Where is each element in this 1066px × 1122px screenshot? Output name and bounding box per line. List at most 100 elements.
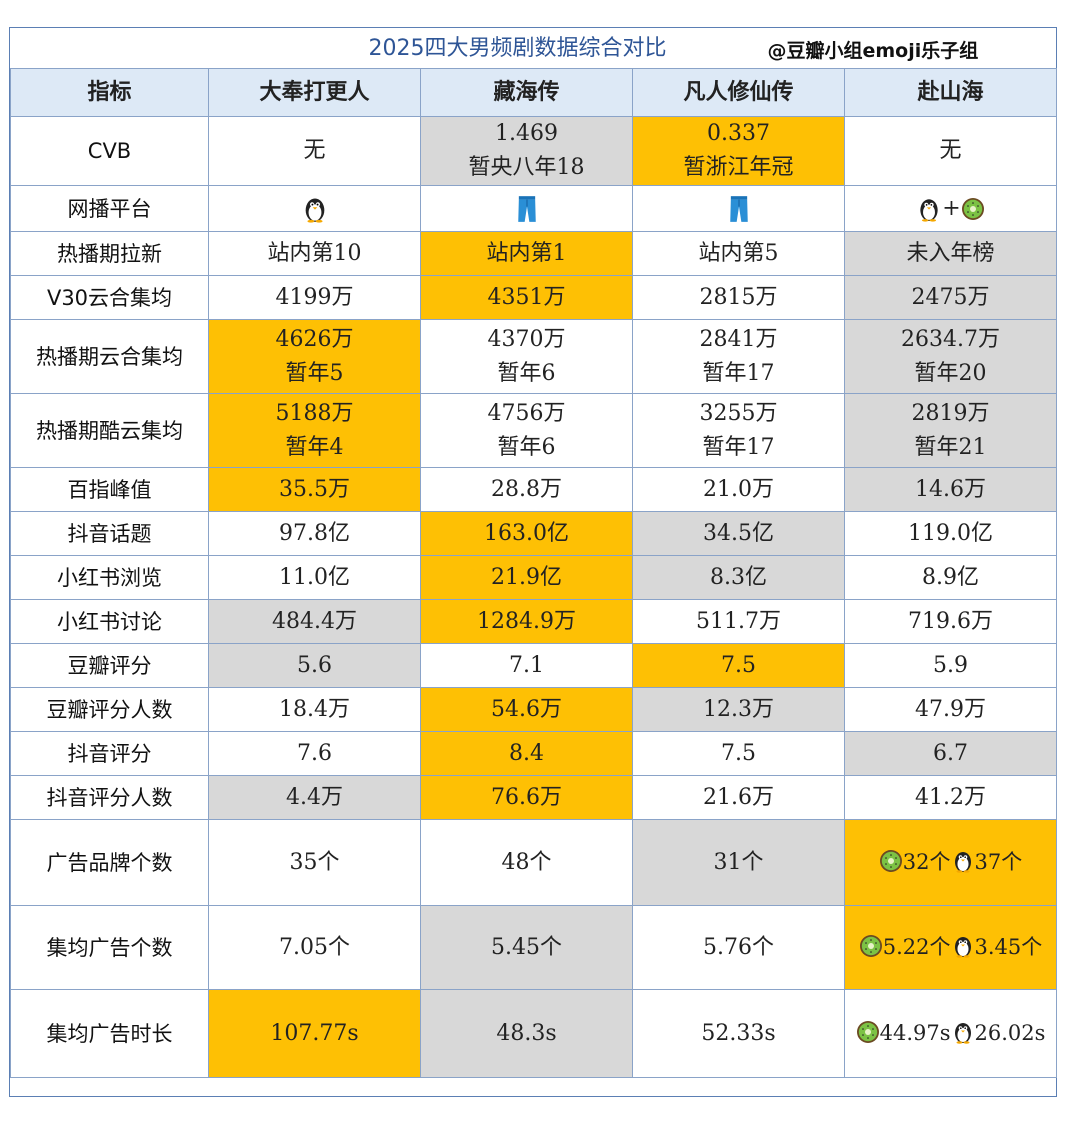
cell-value: 163.0亿 [484, 520, 569, 546]
cell-value: 1.469 [495, 121, 558, 146]
row-label: 热播期拉新 [10, 231, 209, 276]
value-cell-fanren: 5.76个 [632, 905, 845, 990]
value-cell-dafeng: 107.77s [208, 989, 421, 1078]
cell-value: 54.6万 [491, 696, 562, 722]
cell-value: 无 [303, 138, 326, 163]
kiwi-value: 32个 [902, 850, 951, 874]
cell-rank: 暂央八年18 [468, 155, 585, 180]
value-cell-fushanhai: 2634.7万 暂年20 [844, 319, 1057, 394]
value-cell-canghai: 76.6万 [420, 775, 633, 820]
value-cell-dafeng: 484.4万 [208, 599, 421, 644]
value-cell-canghai: 48个 [420, 819, 633, 906]
row-label: 豆瓣评分人数 [10, 687, 209, 732]
value-cell-dafeng: 5.6 [208, 643, 421, 688]
header-cell-metric: 指标 [10, 68, 209, 117]
value-cell-fushanhai: + [844, 185, 1057, 232]
table-row: 小红书讨论 484.4万 1284.9万 511.7万 719.6万 [10, 599, 1057, 644]
value-cell-dafeng: 4626万暂年5 [208, 319, 421, 394]
cell-value: 11.0亿 [279, 564, 350, 590]
cell-value: 76.6万 [491, 784, 562, 810]
cell-value: 97.8亿 [279, 520, 350, 546]
row-label: 热播期酷云集均 [10, 393, 209, 468]
value-cell-dafeng: 7.05个 [208, 905, 421, 990]
cell-value: 47.9万 [915, 696, 986, 722]
row-label: 集均广告个数 [10, 905, 209, 990]
cell-value: 5.9 [933, 652, 968, 678]
row-label: 抖音话题 [10, 511, 209, 556]
value-cell-fanren: 34.5亿 [632, 511, 845, 556]
value-cell-canghai: 21.9亿 [420, 555, 633, 600]
table-row: 广告品牌个数 35个 48个 31个 32个 37个 [10, 819, 1057, 906]
table-row: 抖音评分 7.6 8.4 7.5 6.7 [10, 731, 1057, 776]
split-value: 44.97s 26.02s [856, 1021, 1045, 1045]
kiwi-value: 5.22个 [882, 935, 951, 959]
value-cell-fushanhai: 2819万 暂年21 [844, 393, 1057, 468]
comparison-table: 2025四大男频剧数据综合对比 @豆瓣小组emoji乐子组 指标 大奉打更人 藏… [10, 28, 1057, 1078]
value-cell-dafeng: 18.4万 [208, 687, 421, 732]
value-cell-canghai: 28.8万 [420, 467, 633, 512]
cell-value: 4199万 [275, 284, 354, 310]
cell-value: 7.6 [297, 740, 332, 766]
cell-rank: 暂年5 [285, 360, 344, 386]
value-cell-canghai: 1.469 暂央八年18 [420, 116, 633, 186]
table-row: 百指峰值 35.5万 28.8万 21.0万 14.6万 [10, 467, 1057, 512]
value-cell-canghai: 7.1 [420, 643, 633, 688]
cell-value: 4.4万 [286, 784, 343, 810]
value-cell-fanren: 12.3万 [632, 687, 845, 732]
cell-value: 7.5 [721, 740, 756, 766]
table-row: 热播期拉新 站内第10 站内第1 站内第5 未入年榜 [10, 231, 1057, 276]
value-cell-dafeng: 97.8亿 [208, 511, 421, 556]
row-label: 广告品牌个数 [10, 819, 209, 906]
cell-rank: 暂年17 [702, 360, 775, 386]
value-cell-fanren: 8.3亿 [632, 555, 845, 600]
penguin-icon [954, 937, 971, 958]
value-cell-fushanhai: 119.0亿 [844, 511, 1057, 556]
cell-rank: 暂浙江年冠 [683, 155, 794, 180]
cell-value: 52.33s [701, 1020, 776, 1046]
value-cell-dafeng: 7.6 [208, 731, 421, 776]
row-label: 小红书讨论 [10, 599, 209, 644]
value-cell-dafeng: 无 [208, 116, 421, 186]
penguin-icon [954, 852, 971, 873]
cell-value: 8.9亿 [922, 564, 979, 590]
cell-value: 4626万 [275, 326, 354, 352]
value-cell-fushanhai: 47.9万 [844, 687, 1057, 732]
split-value: 32个 37个 [879, 850, 1022, 874]
value-cell-dafeng: 35个 [208, 819, 421, 906]
kiwi-icon [961, 197, 984, 220]
cell-value: 7.5 [721, 652, 756, 678]
value-cell-canghai: 站内第1 [420, 231, 633, 276]
row-label: V30云合集均 [10, 275, 209, 320]
table-row: 抖音评分人数 4.4万 76.6万 21.6万 41.2万 [10, 775, 1057, 820]
cell-value: 5188万 [275, 400, 354, 426]
value-cell-fushanhai: 32个 37个 [844, 819, 1057, 906]
cell-value: 7.05个 [279, 934, 350, 960]
cell-value: 1284.9万 [477, 608, 576, 634]
value-cell-dafeng: 35.5万 [208, 467, 421, 512]
value-cell-fanren: 站内第5 [632, 231, 845, 276]
cell-value: 站内第10 [267, 240, 362, 266]
cell-rank: 暂年4 [285, 434, 344, 460]
cell-value: 8.3亿 [710, 564, 767, 590]
cell-value: 8.4 [509, 740, 544, 766]
cell-value: 48个 [501, 849, 552, 875]
row-label: 热播期云合集均 [10, 319, 209, 394]
cell-value: 2819万 [911, 400, 990, 426]
jeans-icon [517, 195, 536, 222]
plus-sign: + [942, 195, 961, 221]
cell-rank: 暂年17 [702, 434, 775, 460]
title-row: 2025四大男频剧数据综合对比 @豆瓣小组emoji乐子组 [10, 28, 1057, 69]
value-cell-fanren: 21.0万 [632, 467, 845, 512]
cell-value: 2475万 [911, 284, 990, 310]
value-cell-dafeng [208, 185, 421, 232]
cell-rank: 暂年6 [497, 434, 556, 460]
jeans-icon [729, 195, 748, 222]
cell-value: 4351万 [487, 284, 566, 310]
cell-value: 31个 [713, 849, 764, 875]
value-cell-fanren: 511.7万 [632, 599, 845, 644]
value-cell-dafeng: 4199万 [208, 275, 421, 320]
table-row: 豆瓣评分 5.6 7.1 7.5 5.9 [10, 643, 1057, 688]
cell-value: 5.45个 [491, 934, 562, 960]
value-cell-dafeng: 4.4万 [208, 775, 421, 820]
value-cell-fushanhai: 5.22个 3.45个 [844, 905, 1057, 990]
